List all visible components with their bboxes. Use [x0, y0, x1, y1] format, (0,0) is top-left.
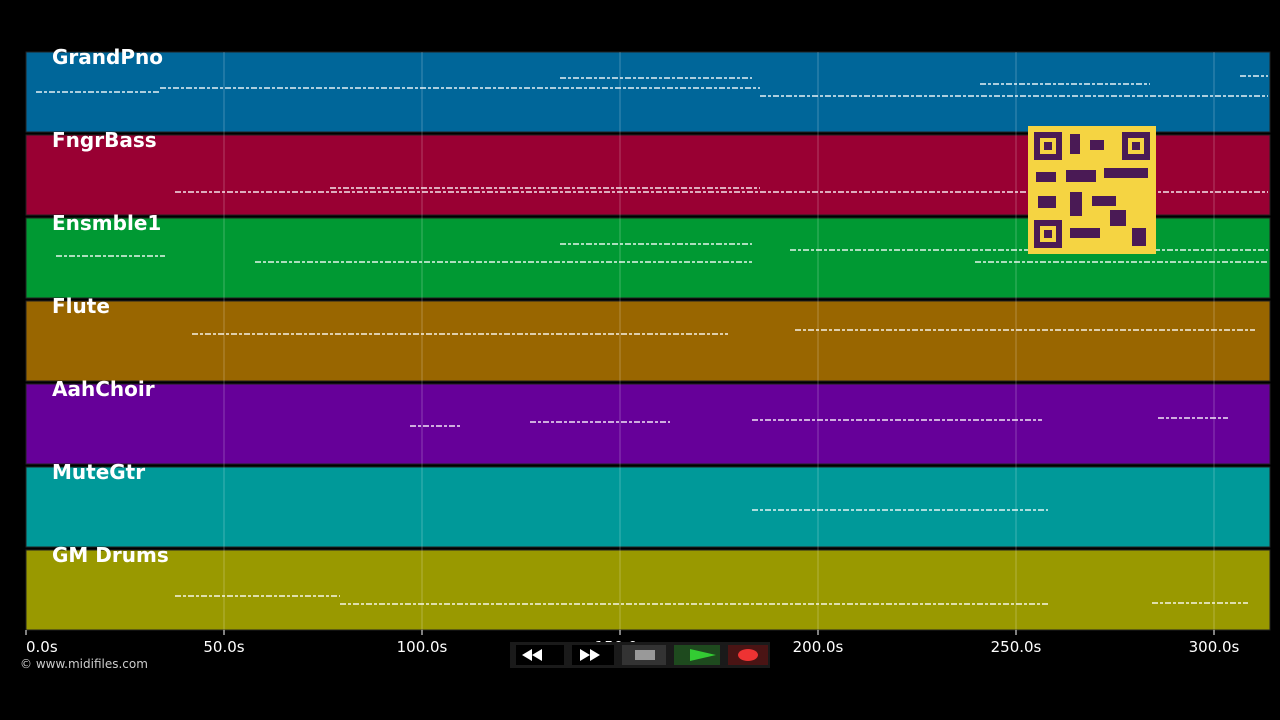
tick-label: 250.0s — [991, 638, 1042, 656]
track-lane — [25, 383, 1271, 465]
qr-code — [1028, 126, 1156, 254]
track-lane — [25, 300, 1271, 382]
track-name: MuteGtr — [52, 460, 145, 484]
tick-label: 100.0s — [397, 638, 448, 656]
play-button[interactable] — [674, 645, 720, 665]
rewind-button[interactable] — [516, 645, 564, 665]
track-name: GrandPno — [52, 45, 163, 69]
record-button[interactable] — [728, 645, 768, 665]
track-name: AahChoir — [52, 377, 155, 401]
track-lane — [25, 466, 1271, 548]
stop-button[interactable] — [622, 645, 666, 665]
track-name: FngrBass — [52, 128, 157, 152]
track-name: Flute — [52, 294, 110, 318]
tick-label: 200.0s — [793, 638, 844, 656]
fast-forward-button[interactable] — [572, 645, 614, 665]
grid — [223, 52, 1215, 630]
tick-label: 300.0s — [1189, 638, 1240, 656]
track-name: GM Drums — [52, 543, 169, 567]
tick-label: 50.0s — [203, 638, 244, 656]
track-name: Ensmble1 — [52, 211, 161, 235]
track-lane — [25, 51, 1271, 133]
track-lane — [25, 549, 1271, 631]
copyright: © www.midifiles.com — [20, 657, 148, 671]
tick-label: 0.0s — [26, 638, 58, 656]
transport-controls — [510, 642, 770, 668]
